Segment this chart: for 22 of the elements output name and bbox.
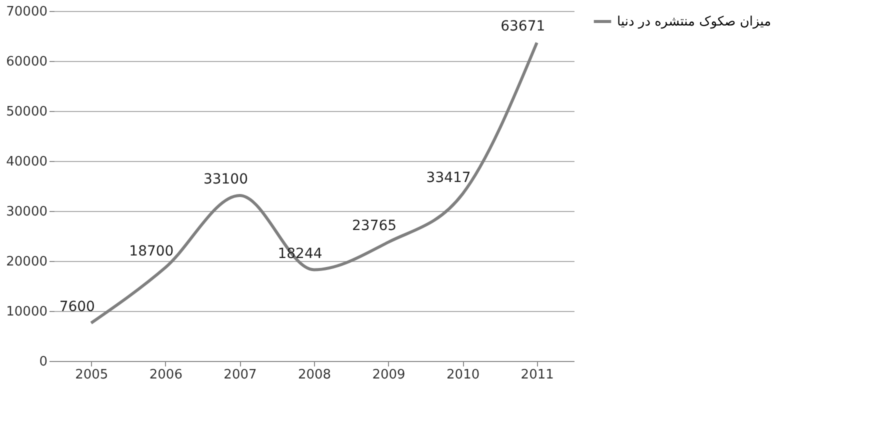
x-tick-label: 2005 — [75, 368, 108, 382]
y-tick-label: 10000 — [6, 304, 48, 320]
x-tick-label: 2008 — [298, 368, 332, 382]
x-tick-label: 2006 — [149, 368, 182, 382]
y-tick-label: 0 — [39, 354, 48, 370]
data-label: 33100 — [203, 172, 248, 188]
legend-label: میزان صکوک منتشره در دنیا — [617, 14, 772, 30]
data-label: 7600 — [59, 299, 95, 315]
x-tick-label: 2010 — [446, 368, 480, 382]
x-tick-label: 2011 — [520, 368, 554, 382]
data-label: 63671 — [500, 18, 546, 35]
y-tick-label: 30000 — [6, 204, 48, 220]
x-tick-label: 2009 — [372, 368, 406, 382]
data-label: 18700 — [129, 244, 174, 260]
y-tick-label: 70000 — [6, 4, 48, 20]
data-label: 33417 — [426, 170, 471, 186]
x-tick-label: 2007 — [224, 368, 257, 382]
y-tick-label: 60000 — [6, 54, 48, 70]
y-tick-label: 50000 — [6, 104, 48, 120]
data-label: 23765 — [352, 218, 397, 234]
y-tick-label: 20000 — [6, 254, 48, 270]
y-tick-label: 40000 — [6, 154, 48, 170]
